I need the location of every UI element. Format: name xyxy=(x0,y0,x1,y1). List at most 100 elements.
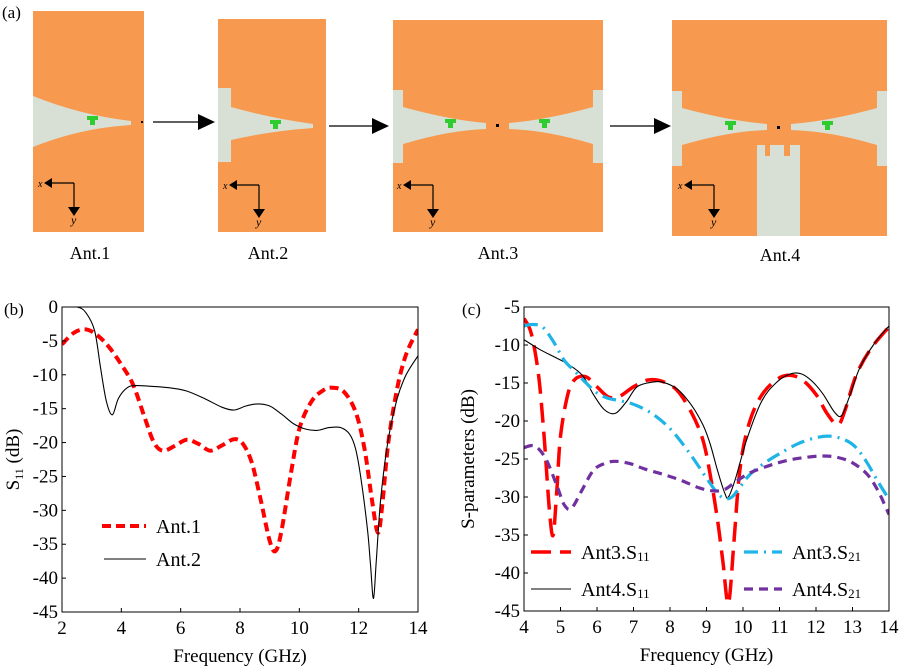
antenna-2-layout xyxy=(218,19,326,232)
x-tick-label: 4 xyxy=(519,617,529,638)
antenna-1-layout xyxy=(33,11,144,232)
y-tick-label: -45 xyxy=(33,602,58,623)
antenna-2-tapered-slot xyxy=(218,88,313,162)
x-tick-label: 12 xyxy=(349,618,368,639)
coordinate-axes-icon-2: xy xyxy=(222,180,265,229)
x-tick-label: 14 xyxy=(409,618,429,639)
panel-a-label: (a) xyxy=(2,3,21,22)
antenna-4-right-pad xyxy=(822,121,833,130)
antenna-1-caption: Ant.1 xyxy=(69,243,111,263)
x-tick-label: 6 xyxy=(592,617,602,638)
arrow-ant3-to-ant4 xyxy=(610,118,671,134)
y-tick-label: -5 xyxy=(42,331,58,352)
y-tick-label: -25 xyxy=(33,466,58,487)
x-axis-label: x xyxy=(677,181,683,192)
antenna-2-caption: Ant.2 xyxy=(247,243,289,263)
antenna-1-pad xyxy=(87,116,98,125)
x-tick-label: 5 xyxy=(556,617,566,638)
y-tick-label: 0 xyxy=(49,297,59,318)
arrow-head-icon xyxy=(372,118,389,134)
x-tick-label: 12 xyxy=(807,617,826,638)
x-arrow-icon xyxy=(229,180,237,190)
antenna-3-layout xyxy=(393,20,603,232)
y-tick-label: -30 xyxy=(33,500,58,521)
y-tick-label: -40 xyxy=(33,568,58,589)
x-tick-label: 10 xyxy=(290,618,309,639)
y-axis-label: y xyxy=(255,215,262,229)
x-arrow-icon xyxy=(44,178,52,188)
legend-item: Ant4.S11 xyxy=(531,579,650,601)
y-tick-label: -10 xyxy=(495,335,520,356)
y-tick-label: -40 xyxy=(495,563,520,584)
arrow-head-icon xyxy=(198,114,215,130)
y-arrow-icon xyxy=(708,209,720,218)
chart-b-s11: (b) 2 4 6 8 10 12 14 0 -5 -10 -15 -20 -25 -30 -35 -40 -45… xyxy=(3,297,429,667)
x-tick-label: 8 xyxy=(235,618,245,639)
arrow-head-icon xyxy=(654,118,671,134)
antenna-3-left-slot xyxy=(393,90,486,163)
x-tick-label: 6 xyxy=(176,618,186,639)
y-tick-label: -15 xyxy=(33,399,58,420)
x-axis-label: x xyxy=(222,181,228,192)
series-line-ant-1 xyxy=(62,327,418,554)
coordinate-axes-icon-1: xy xyxy=(37,178,80,227)
series-line-ant4-s21 xyxy=(524,443,889,516)
legend-label: Ant3.S11 xyxy=(581,542,650,564)
legend-label: Ant4.S21 xyxy=(792,579,861,601)
legend-label: Ant.1 xyxy=(156,516,201,538)
y-arrow-icon xyxy=(68,207,80,216)
antenna-2-pad xyxy=(270,120,281,129)
x-tick-label: 7 xyxy=(629,617,639,638)
series-line-ant3-s21 xyxy=(524,322,889,501)
x-axis-label: x xyxy=(37,179,43,190)
x-axis-title: Frequency (GHz) xyxy=(640,645,773,666)
legend-item: Ant3.S21 xyxy=(744,542,861,564)
legend-item: Ant.2 xyxy=(104,549,201,571)
antenna-3-caption: Ant.3 xyxy=(477,243,519,263)
x-axis-label: x xyxy=(396,181,402,192)
y-arrow-icon xyxy=(427,209,439,218)
plot-frame xyxy=(523,306,890,612)
antenna-4-caption: Ant.4 xyxy=(759,245,801,265)
x-axis-title: Frequency (GHz) xyxy=(173,646,306,667)
antenna-1-tapered-slot xyxy=(33,96,131,147)
y-tick-label: -5 xyxy=(504,297,520,318)
x-tick-label: 10 xyxy=(734,617,753,638)
y-tick-label: -30 xyxy=(495,487,520,508)
antenna-4-right-slot xyxy=(791,91,887,166)
y-axis-label: y xyxy=(429,215,436,229)
y-tick-label: -15 xyxy=(495,373,520,394)
antenna-4-layout xyxy=(672,20,887,236)
antenna-4-left-pad xyxy=(725,121,736,130)
x-tick-label: 8 xyxy=(665,617,675,638)
y-tick-label: -20 xyxy=(33,433,58,454)
antenna-1-feed-point xyxy=(141,121,143,123)
arrow-ant1-to-ant2 xyxy=(153,114,215,130)
x-tick-label: 13 xyxy=(843,617,862,638)
legend-label: Ant.2 xyxy=(156,549,201,571)
legend-item: Ant4.S21 xyxy=(744,579,861,601)
y-tick-label: -10 xyxy=(33,365,58,386)
antenna-4-feed-point xyxy=(777,126,780,129)
x-arrow-icon xyxy=(403,180,411,190)
x-arrow-icon xyxy=(684,180,692,190)
panel-label: (b) xyxy=(4,300,24,319)
series-line-ant-2 xyxy=(62,307,418,599)
antenna-3-right-pad xyxy=(539,119,550,128)
y-axis-title: S11 (dB) xyxy=(3,429,26,491)
coordinate-axes-icon-3: xy xyxy=(396,180,439,229)
x-tick-label: 14 xyxy=(880,617,900,638)
legend-item: Ant.1 xyxy=(102,516,201,538)
y-tick-label: -35 xyxy=(495,525,520,546)
arrow-ant2-to-ant3 xyxy=(329,118,389,134)
y-axis-label: y xyxy=(710,215,717,229)
panel-label: (c) xyxy=(462,300,481,319)
y-axis-title: S-parameters (dB) xyxy=(458,389,479,529)
coordinate-axes-icon-4: xy xyxy=(677,180,720,229)
x-tick-label: 4 xyxy=(117,618,127,639)
y-tick-label: -25 xyxy=(495,449,520,470)
x-tick-label: 9 xyxy=(702,617,712,638)
y-arrow-icon xyxy=(253,209,265,218)
chart-c-s-parameters: (c) 4 5 6 7 8 9 10 11 12 13 14 -5 -10 -15 -20 -25 -30 -35 -… xyxy=(458,297,900,666)
y-tick-label: -45 xyxy=(495,601,520,622)
